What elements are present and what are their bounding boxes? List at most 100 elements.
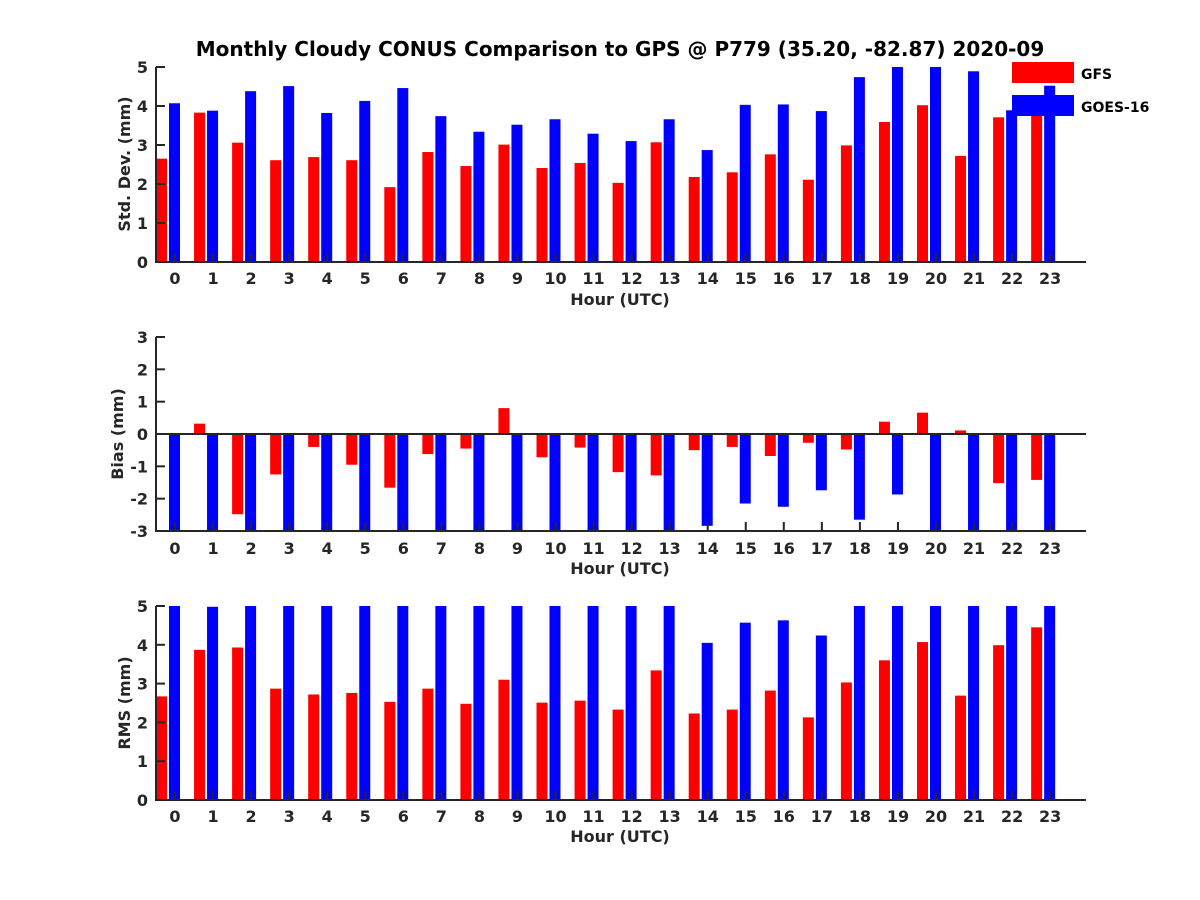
stddev-ytick-label: 2 [137,175,148,194]
stddev-xtick-label: 13 [659,269,681,288]
bias-bar-goes16-5 [359,434,371,531]
rms-xtick-label: 20 [925,807,947,826]
rms-xtick-label: 18 [849,807,871,826]
bias-xtick-label: 16 [773,539,795,558]
bias-xtick-label: 3 [284,539,295,558]
bias-xtick-label: 22 [1001,539,1023,558]
bias-bar-goes16-17 [815,434,827,491]
rms-bar-gfs-11 [574,700,586,800]
legend-swatch-goes16 [1012,95,1074,116]
rms-bar-gfs-7 [422,688,434,800]
stddev-bar-goes16-19 [891,67,903,262]
rms-bar-goes16-14 [701,642,713,800]
rms-bar-gfs-9 [498,679,510,800]
bias-bar-goes16-18 [853,434,865,520]
rms-bar-gfs-12 [612,709,624,800]
rms-xtick-label: 1 [207,807,218,826]
rms-bar-goes16-22 [1006,606,1018,800]
rms-xtick-label: 16 [773,807,795,826]
stddev-bar-goes16-13 [663,119,675,262]
stddev-bar-goes16-1 [207,110,219,263]
bias-bar-goes16-22 [1006,434,1018,531]
rms-xlabel: Hour (UTC) [570,827,670,846]
stddev-xtick-label: 7 [436,269,447,288]
rms-bar-gfs-22 [993,645,1005,800]
stddev-bar-goes16-21 [968,71,980,262]
bias-ytick-label: 0 [137,425,148,444]
stddev-bar-gfs-18 [840,145,852,262]
rms-xtick-label: 4 [322,807,333,826]
rms-bar-gfs-14 [688,713,700,800]
bias-xtick-label: 10 [544,539,566,558]
bias-bar-gfs-3 [270,434,282,475]
bias-bar-gfs-23 [1031,434,1043,480]
rms-ytick-label: 1 [137,752,148,771]
rms-xtick-label: 21 [963,807,985,826]
bias-bar-goes16-3 [283,434,295,531]
stddev-bar-gfs-1 [194,112,206,262]
stddev-xtick-label: 14 [697,269,719,288]
stddev-ytick-label: 3 [137,136,148,155]
bias-bar-goes16-19 [891,434,903,495]
stddev-xtick-label: 16 [773,269,795,288]
bias-bar-goes16-16 [777,434,789,507]
stddev-xtick-label: 1 [207,269,218,288]
bias-xtick-label: 14 [697,539,719,558]
rms-xtick-label: 19 [887,807,909,826]
rms-xtick-label: 7 [436,807,447,826]
rms-bar-goes16-17 [815,635,827,800]
stddev-bar-goes16-15 [739,104,751,262]
rms-xtick-label: 6 [398,807,409,826]
rms-xtick-label: 13 [659,807,681,826]
bias-bar-gfs-20 [917,412,928,434]
bias-xtick-label: 8 [474,539,485,558]
stddev-bar-gfs-21 [955,155,967,262]
rms-xtick-label: 8 [474,807,485,826]
rms-bar-goes16-7 [435,606,447,800]
stddev-bar-goes16-4 [321,113,333,263]
bias-xtick-label: 0 [169,539,180,558]
bias-bar-gfs-21 [955,430,967,434]
bias-ytick-label: 2 [137,360,148,379]
rms-xtick-label: 2 [246,807,257,826]
stddev-xtick-label: 22 [1001,269,1023,288]
stddev-ytick-label: 4 [137,97,148,116]
rms-bar-goes16-21 [968,606,980,800]
bias-bar-gfs-22 [993,434,1005,484]
bias-xtick-label: 18 [849,539,871,558]
legend-label-gfs: GFS [1081,67,1112,83]
rms-xtick-label: 23 [1039,807,1061,826]
stddev-bar-gfs-19 [878,121,890,263]
rms-xtick-label: 15 [735,807,757,826]
bias-bar-goes16-7 [435,434,447,531]
bias-bar-gfs-6 [384,434,396,488]
rms-bar-goes16-9 [511,606,523,800]
stddev-xtick-label: 10 [544,269,566,288]
bias-xtick-label: 12 [620,539,642,558]
rms-xtick-label: 12 [620,807,642,826]
bias-bar-goes16-14 [701,434,713,526]
stddev-xtick-label: 9 [512,269,523,288]
stddev-bar-goes16-22 [1006,110,1018,262]
bias-bar-gfs-14 [688,434,700,451]
chart-title: Monthly Cloudy CONUS Comparison to GPS @… [196,37,1045,61]
rms-bar-gfs-21 [955,695,967,800]
bias-bar-goes16-20 [930,434,941,531]
stddev-bar-goes16-3 [283,86,295,262]
rms-bar-gfs-20 [917,642,928,800]
bias-bar-goes16-0 [169,434,180,531]
stddev-bar-gfs-14 [688,176,700,262]
bias-bar-gfs-13 [650,434,662,476]
rms-ytick-label: 5 [137,597,148,616]
bias-bar-gfs-4 [308,434,320,447]
stddev-xtick-label: 23 [1039,269,1061,288]
stddev-xtick-label: 12 [620,269,642,288]
stddev-bar-goes16-7 [435,116,447,262]
stddev-xtick-label: 5 [360,269,371,288]
bias-bar-gfs-5 [346,434,358,465]
rms-bar-gfs-23 [1031,627,1043,800]
rms-xtick-label: 3 [284,807,295,826]
rms-bar-goes16-2 [245,606,257,800]
